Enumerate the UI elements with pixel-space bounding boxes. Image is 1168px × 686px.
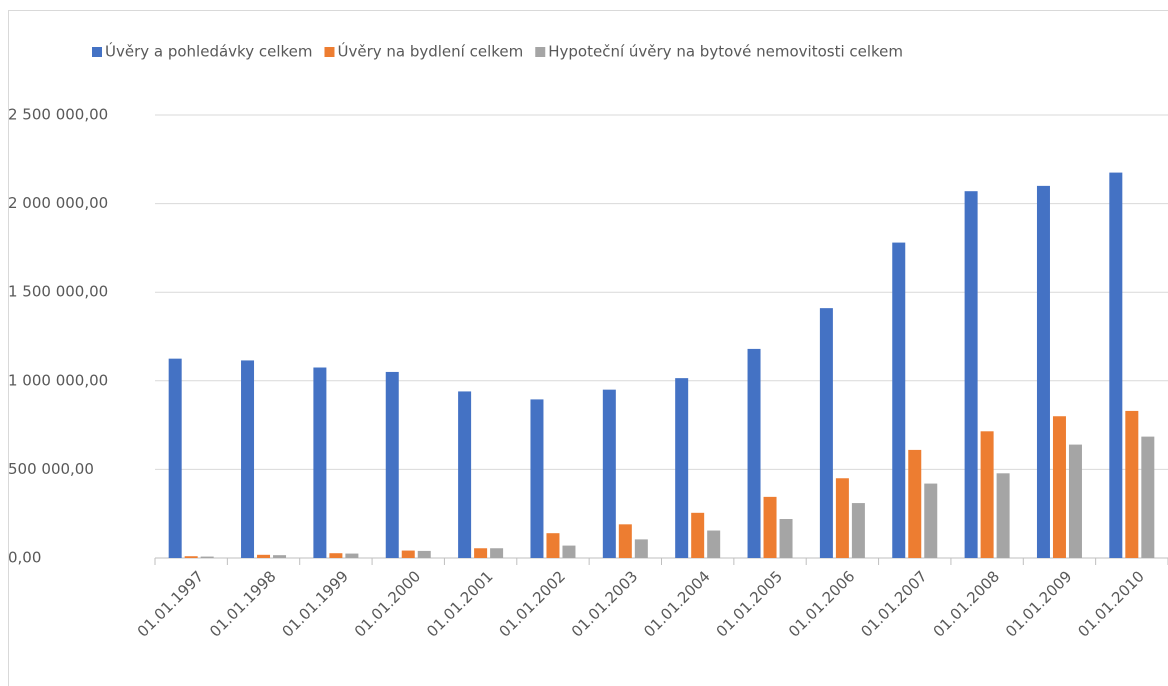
legend-swatch — [535, 47, 546, 57]
bar — [779, 519, 793, 558]
bar — [200, 556, 214, 558]
bar — [1141, 436, 1155, 558]
bar — [1109, 172, 1123, 558]
bar — [675, 378, 689, 558]
legend-swatch — [92, 47, 102, 57]
bar — [1052, 416, 1066, 558]
bar — [634, 539, 648, 558]
bar — [1125, 410, 1139, 558]
bar — [996, 473, 1010, 558]
bar — [1036, 185, 1050, 558]
bar — [908, 449, 922, 558]
legend-swatch — [324, 47, 335, 57]
bar — [980, 431, 994, 558]
bar — [819, 308, 833, 558]
bar — [546, 533, 560, 558]
y-tick-label: 2 000 000,00 — [8, 194, 108, 212]
bar — [329, 553, 343, 558]
bar — [417, 550, 431, 558]
bar — [924, 483, 938, 558]
bar — [892, 242, 906, 559]
bar — [168, 358, 182, 558]
bar — [184, 556, 198, 558]
bar — [691, 512, 705, 558]
bar — [530, 399, 544, 558]
bar — [602, 389, 616, 558]
bar — [257, 554, 271, 558]
bar — [490, 548, 504, 558]
bar — [458, 391, 472, 558]
y-tick-label: 1 000 000,00 — [8, 371, 108, 389]
bar — [747, 348, 761, 558]
bar — [474, 548, 488, 558]
bar — [273, 555, 287, 558]
bar — [562, 545, 576, 558]
y-tick-label: 1 500 000,00 — [8, 283, 108, 301]
bar — [1068, 444, 1082, 558]
bar — [385, 371, 399, 558]
bar — [763, 496, 777, 558]
legend-label: Úvěry a pohledávky celkem — [105, 42, 312, 61]
y-tick-label: 2 500 000,00 — [8, 106, 108, 124]
y-tick-label: 0,00 — [8, 549, 41, 567]
bar — [835, 478, 849, 558]
legend-label: Úvěry na bydlení celkem — [337, 42, 523, 61]
bar — [964, 191, 978, 559]
bar — [345, 553, 359, 558]
bar — [401, 550, 415, 558]
bar — [707, 530, 721, 558]
bar — [313, 367, 327, 558]
bar — [618, 524, 632, 558]
y-tick-label: 500 000,00 — [8, 460, 94, 478]
legend-label: Hypoteční úvěry na bytové nemovitosti ce… — [548, 43, 903, 61]
bar — [851, 503, 865, 558]
bar — [241, 360, 255, 558]
